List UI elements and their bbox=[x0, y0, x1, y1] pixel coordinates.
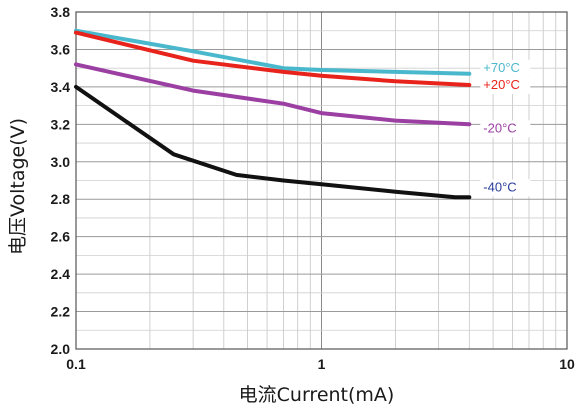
series-label-text: -40°C bbox=[483, 179, 516, 194]
series-label-bg bbox=[480, 77, 531, 95]
tick-labels: 2.0 2.2 2.4 2.6 2.8 3.0 3.2 3.4 3.6 3.8 0.1 1 10 bbox=[51, 4, 575, 372]
series-labels: +70°C +20°C -20°C -40°C bbox=[480, 59, 531, 197]
series-label-0: +70°C bbox=[480, 59, 531, 77]
y-tick-label: 2.0 bbox=[51, 341, 71, 357]
y-tick-label: 3.8 bbox=[51, 4, 71, 20]
y-tick-label: 2.6 bbox=[51, 229, 71, 245]
series-label-text: -20°C bbox=[483, 120, 516, 135]
y-tick-label: 3.6 bbox=[51, 41, 71, 57]
y-tick-label: 3.2 bbox=[51, 116, 71, 132]
x-axis-title: 电流Current(mA) bbox=[239, 384, 395, 406]
series-label-1: +20°C bbox=[480, 77, 531, 95]
y-tick-label: 2.8 bbox=[51, 191, 71, 207]
series-line-0 bbox=[74, 28, 472, 76]
y-tick-label: 3.4 bbox=[51, 79, 71, 95]
y-tick-label: 2.4 bbox=[51, 266, 71, 282]
series-label-bg bbox=[480, 120, 531, 138]
x-tick-label: 10 bbox=[559, 356, 575, 372]
x-tick-label: 0.1 bbox=[66, 356, 86, 372]
series-line-2 bbox=[74, 62, 472, 127]
series-label-3: -40°C bbox=[480, 179, 531, 197]
series-label-text: +20°C bbox=[483, 77, 520, 92]
series-line-3 bbox=[74, 84, 472, 200]
series-label-text: +70°C bbox=[483, 60, 520, 75]
series-label-2: -20°C bbox=[480, 120, 531, 138]
plot-frame bbox=[75, 11, 568, 350]
y-axis-title: 电压Voltage(V) bbox=[7, 118, 29, 255]
x-tick-label: 1 bbox=[318, 356, 326, 372]
series-label-bg bbox=[480, 59, 531, 77]
series-label-bg bbox=[480, 179, 531, 197]
series-lines bbox=[74, 28, 472, 200]
y-tick-label: 3.0 bbox=[51, 154, 71, 170]
y-tick-label: 2.2 bbox=[51, 304, 71, 320]
series-line-1 bbox=[74, 30, 472, 87]
